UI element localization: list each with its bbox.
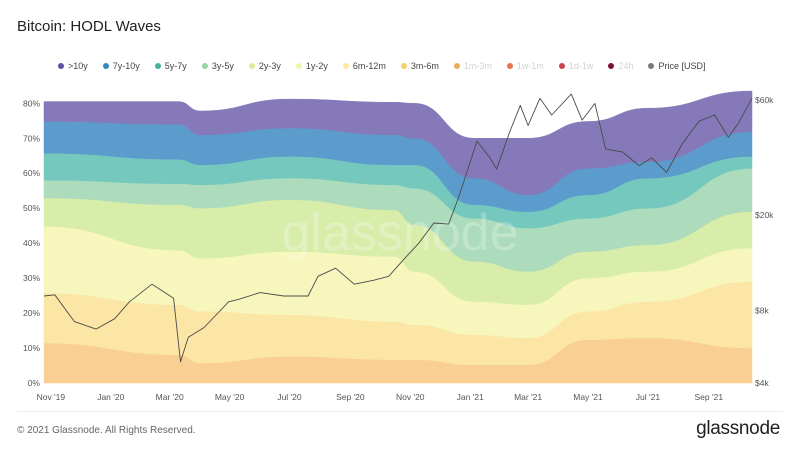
x-tick-label: Sep '21 <box>695 392 724 402</box>
price-line <box>43 93 753 363</box>
y-right-tick-label: $20k <box>755 210 774 220</box>
glassnode-logo: glassnode <box>696 418 780 439</box>
legend-dot-icon <box>248 63 255 69</box>
x-tick-label: Nov '19 <box>37 392 66 402</box>
legend-label: Price [USD] <box>658 61 706 71</box>
y-tick-label: 0% <box>28 378 41 388</box>
legend-dot-icon <box>400 63 407 69</box>
legend-item[interactable]: 5y-7y <box>154 61 187 71</box>
legend-item[interactable]: 3y-5y <box>201 61 234 71</box>
legend-dot-icon <box>342 63 349 69</box>
x-tick-label: Jan '20 <box>97 392 124 402</box>
y-tick-label: 70% <box>23 133 40 143</box>
y-tick-label: 60% <box>23 168 40 178</box>
legend-item[interactable]: Price [USD] <box>648 61 705 71</box>
y-tick-label: 50% <box>23 203 40 213</box>
legend-label: 7y-10y <box>112 61 140 71</box>
x-tick-label: Sep '20 <box>336 392 365 402</box>
legend-dot-icon <box>58 63 64 69</box>
y-tick-label: 30% <box>23 273 40 283</box>
legend-label: 1w-1m <box>516 61 544 71</box>
x-tick-label: Jul '20 <box>277 392 302 402</box>
copyright: © 2021 Glassnode. All Rights Reserved. <box>17 425 196 436</box>
legend-item[interactable]: >10y <box>58 61 88 71</box>
legend-item[interactable]: 1y-2y <box>295 61 328 71</box>
legend-label: 5y-7y <box>164 61 187 71</box>
y-tick-label: 80% <box>23 98 40 108</box>
legend-item[interactable]: 7y-10y <box>102 61 140 71</box>
legend-label: 1m-3m <box>463 61 492 71</box>
legend-label: 2y-3y <box>258 61 281 71</box>
legend-dot-icon <box>608 63 615 69</box>
legend-label: 6m-12m <box>352 61 386 71</box>
legend-item[interactable]: 1d-1w <box>558 61 594 71</box>
legend-dot-icon <box>154 63 161 69</box>
legend-label: 1y-2y <box>305 61 328 71</box>
x-tick-label: Jul '21 <box>636 392 661 402</box>
legend-label: >10y <box>68 61 88 71</box>
legend: >10y 7y-10y 5y-7y 3y-5y 2y-3y 1y-2y 6m-12m 3m-6… <box>58 61 705 71</box>
y-tick-label: 10% <box>23 343 40 353</box>
legend-dot-icon <box>506 63 513 69</box>
x-tick-label: Mar '20 <box>156 392 184 402</box>
legend-item[interactable]: 6m-12m <box>342 61 386 71</box>
legend-item[interactable]: 24h <box>608 61 633 71</box>
legend-dot-icon <box>102 63 109 69</box>
legend-dot-icon <box>201 63 208 69</box>
y-right-tick-label: $4k <box>755 378 769 388</box>
x-tick-label: Nov '20 <box>396 392 425 402</box>
legend-item[interactable]: 1w-1m <box>506 61 544 71</box>
legend-dot-icon <box>453 63 460 69</box>
footer-divider <box>17 411 783 412</box>
band-gt10y <box>43 90 753 196</box>
y-tick-label: 40% <box>23 238 40 248</box>
legend-label: 3m-6m <box>410 61 439 71</box>
legend-dot-icon <box>558 63 565 69</box>
x-tick-label: May '20 <box>215 392 245 402</box>
y-tick-label: 20% <box>23 308 40 318</box>
y-right-tick-label: $8k <box>755 306 769 316</box>
legend-item[interactable]: 1m-3m <box>453 61 492 71</box>
x-tick-label: Jan '21 <box>457 392 484 402</box>
legend-label: 24h <box>618 61 634 71</box>
legend-dot-icon <box>295 63 302 69</box>
legend-label: 1d-1w <box>568 61 594 71</box>
x-tick-label: Mar '21 <box>514 392 542 402</box>
legend-label: 3y-5y <box>211 61 234 71</box>
watermark: glassnode <box>281 204 518 262</box>
legend-dot-icon <box>648 63 655 69</box>
x-tick-label: May '21 <box>573 392 603 402</box>
legend-item[interactable]: 3m-6m <box>400 61 439 71</box>
legend-item[interactable]: 2y-3y <box>248 61 281 71</box>
chart-title: Bitcoin: HODL Waves <box>17 18 161 35</box>
y-right-tick-label: $60k <box>755 95 774 105</box>
